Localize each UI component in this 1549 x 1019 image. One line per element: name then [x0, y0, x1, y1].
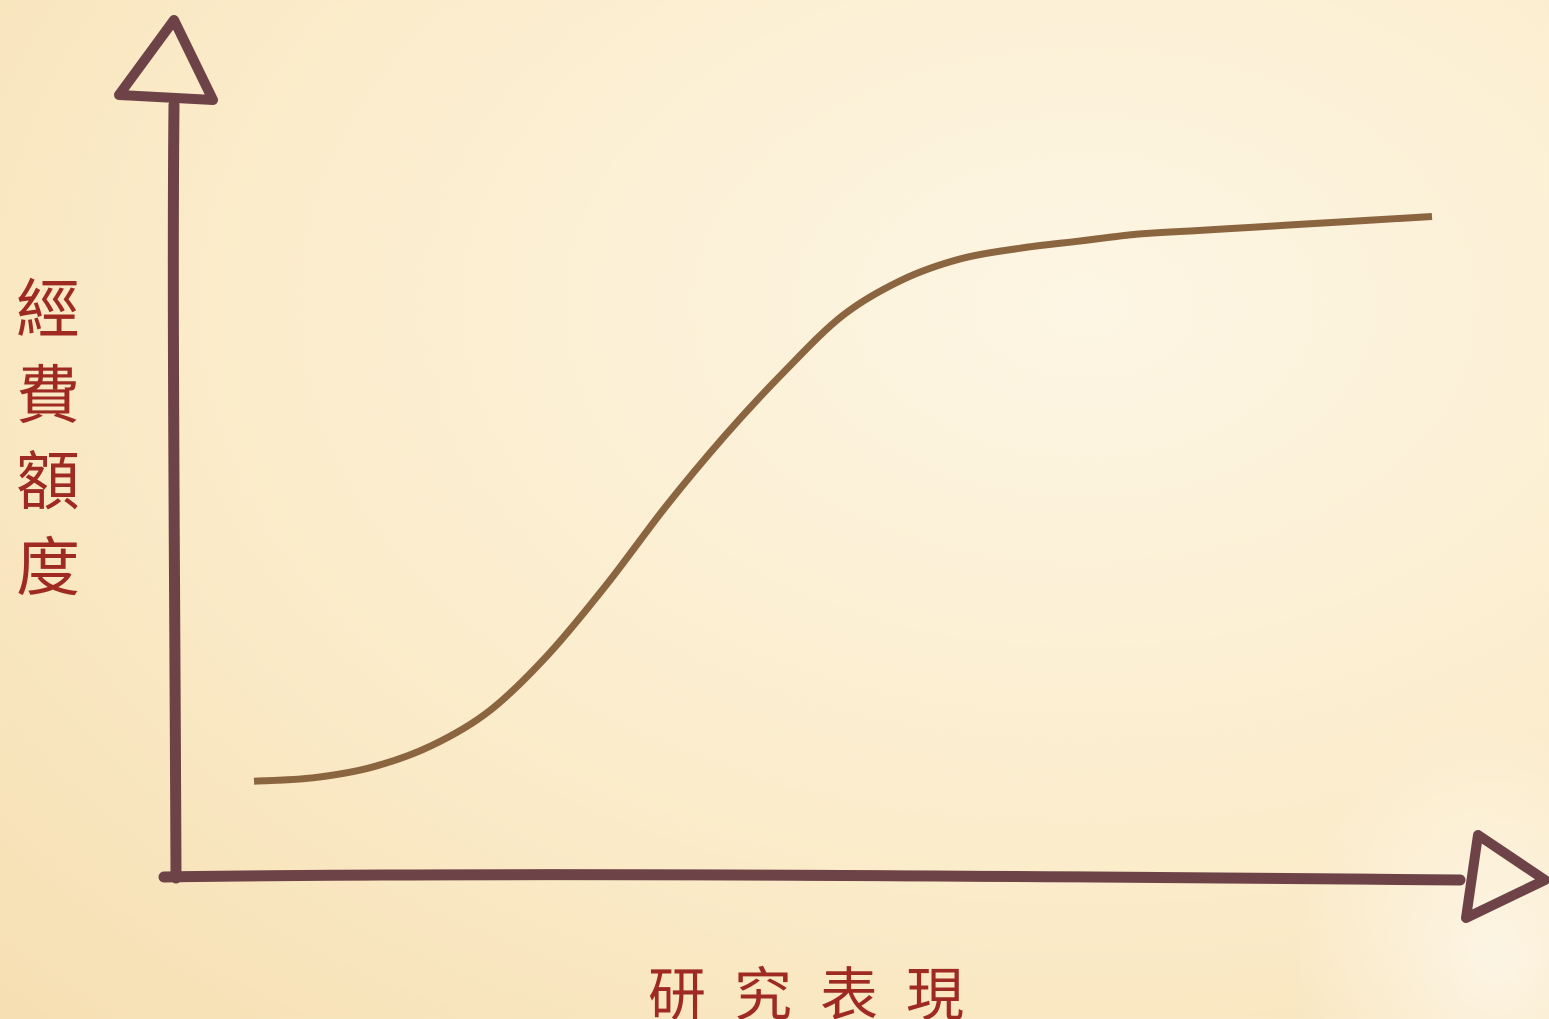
x-axis-line — [158, 869, 1466, 886]
y-axis-line — [167, 99, 182, 884]
background-glow — [1289, 719, 1549, 1019]
x-axis-arrow — [1461, 830, 1549, 923]
series-line — [253, 213, 1433, 785]
x-axis-label: 研究表現 — [647, 961, 992, 1019]
y-axis-arrow — [114, 15, 218, 105]
y-axis-label: 經費額度 — [16, 274, 80, 606]
